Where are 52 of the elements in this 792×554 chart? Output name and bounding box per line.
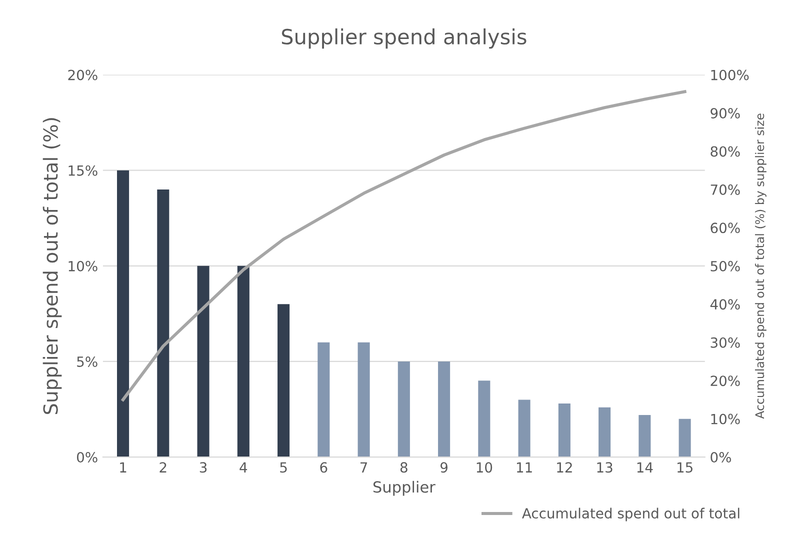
y2-tick-label: 50% [710,260,740,272]
y-tick-label: 0% [76,452,98,463]
y-axis-title: Supplier spend out of total (%) [42,118,62,414]
bar [478,380,490,458]
x-tick-label: 1 [120,462,126,472]
y2-tick-label: 20% [710,376,740,386]
y-tick-label: 10% [68,260,98,272]
legend-label: Accumulated spend out of total [522,508,740,522]
x-tick-label: 11 [516,462,532,472]
y2-axis-title: Accumulated spend out of total (%) by supplier size [755,114,766,419]
y2-tick-label: 60% [710,222,740,234]
bar [598,407,611,458]
bar [157,189,170,458]
bar [438,361,450,458]
x-tick-label: 8 [400,462,408,473]
x-axis-title: Supplier [373,480,436,496]
x-tick-label: 13 [597,462,612,473]
bar [278,304,290,458]
x-tick-label: 9 [440,462,448,473]
x-tick-label: 10 [476,462,492,473]
x-tick-label: 6 [320,462,328,473]
x-tick-label: 5 [280,462,287,473]
y2-tick-label: 10% [711,414,740,424]
y2-tick-label: 90% [710,108,740,118]
x-tick-label: 15 [678,462,692,473]
y-tick-label: 15% [68,165,98,176]
line-series [121,90,686,402]
bar [678,418,691,458]
bar [117,170,130,458]
y2-tick-label: 40% [710,299,740,310]
y2-tick-label: 70% [710,184,740,195]
bar [558,404,570,458]
x-tick-label: 4 [240,462,248,472]
x-tick-label: 14 [637,462,653,472]
x-tick-label: 12 [557,462,572,472]
y-tick-label: 20% [68,70,98,80]
x-tick-label: 7 [360,462,368,472]
y2-tick-label: 80% [710,146,740,157]
bar [638,415,651,458]
bar [237,266,250,458]
bar [318,342,330,458]
y-tick-label: 5% [77,356,98,367]
bar [398,361,410,458]
y2-tick-label: 30% [710,337,740,348]
bar [197,266,210,458]
y2-tick-label: 0% [710,452,732,463]
y2-tick-label: 100% [711,70,749,80]
bar [358,342,370,458]
bar [518,400,530,458]
x-tick-label: 3 [200,462,207,473]
chart-title: Supplier spend analysis [282,28,526,49]
x-tick-label: 2 [160,462,166,472]
